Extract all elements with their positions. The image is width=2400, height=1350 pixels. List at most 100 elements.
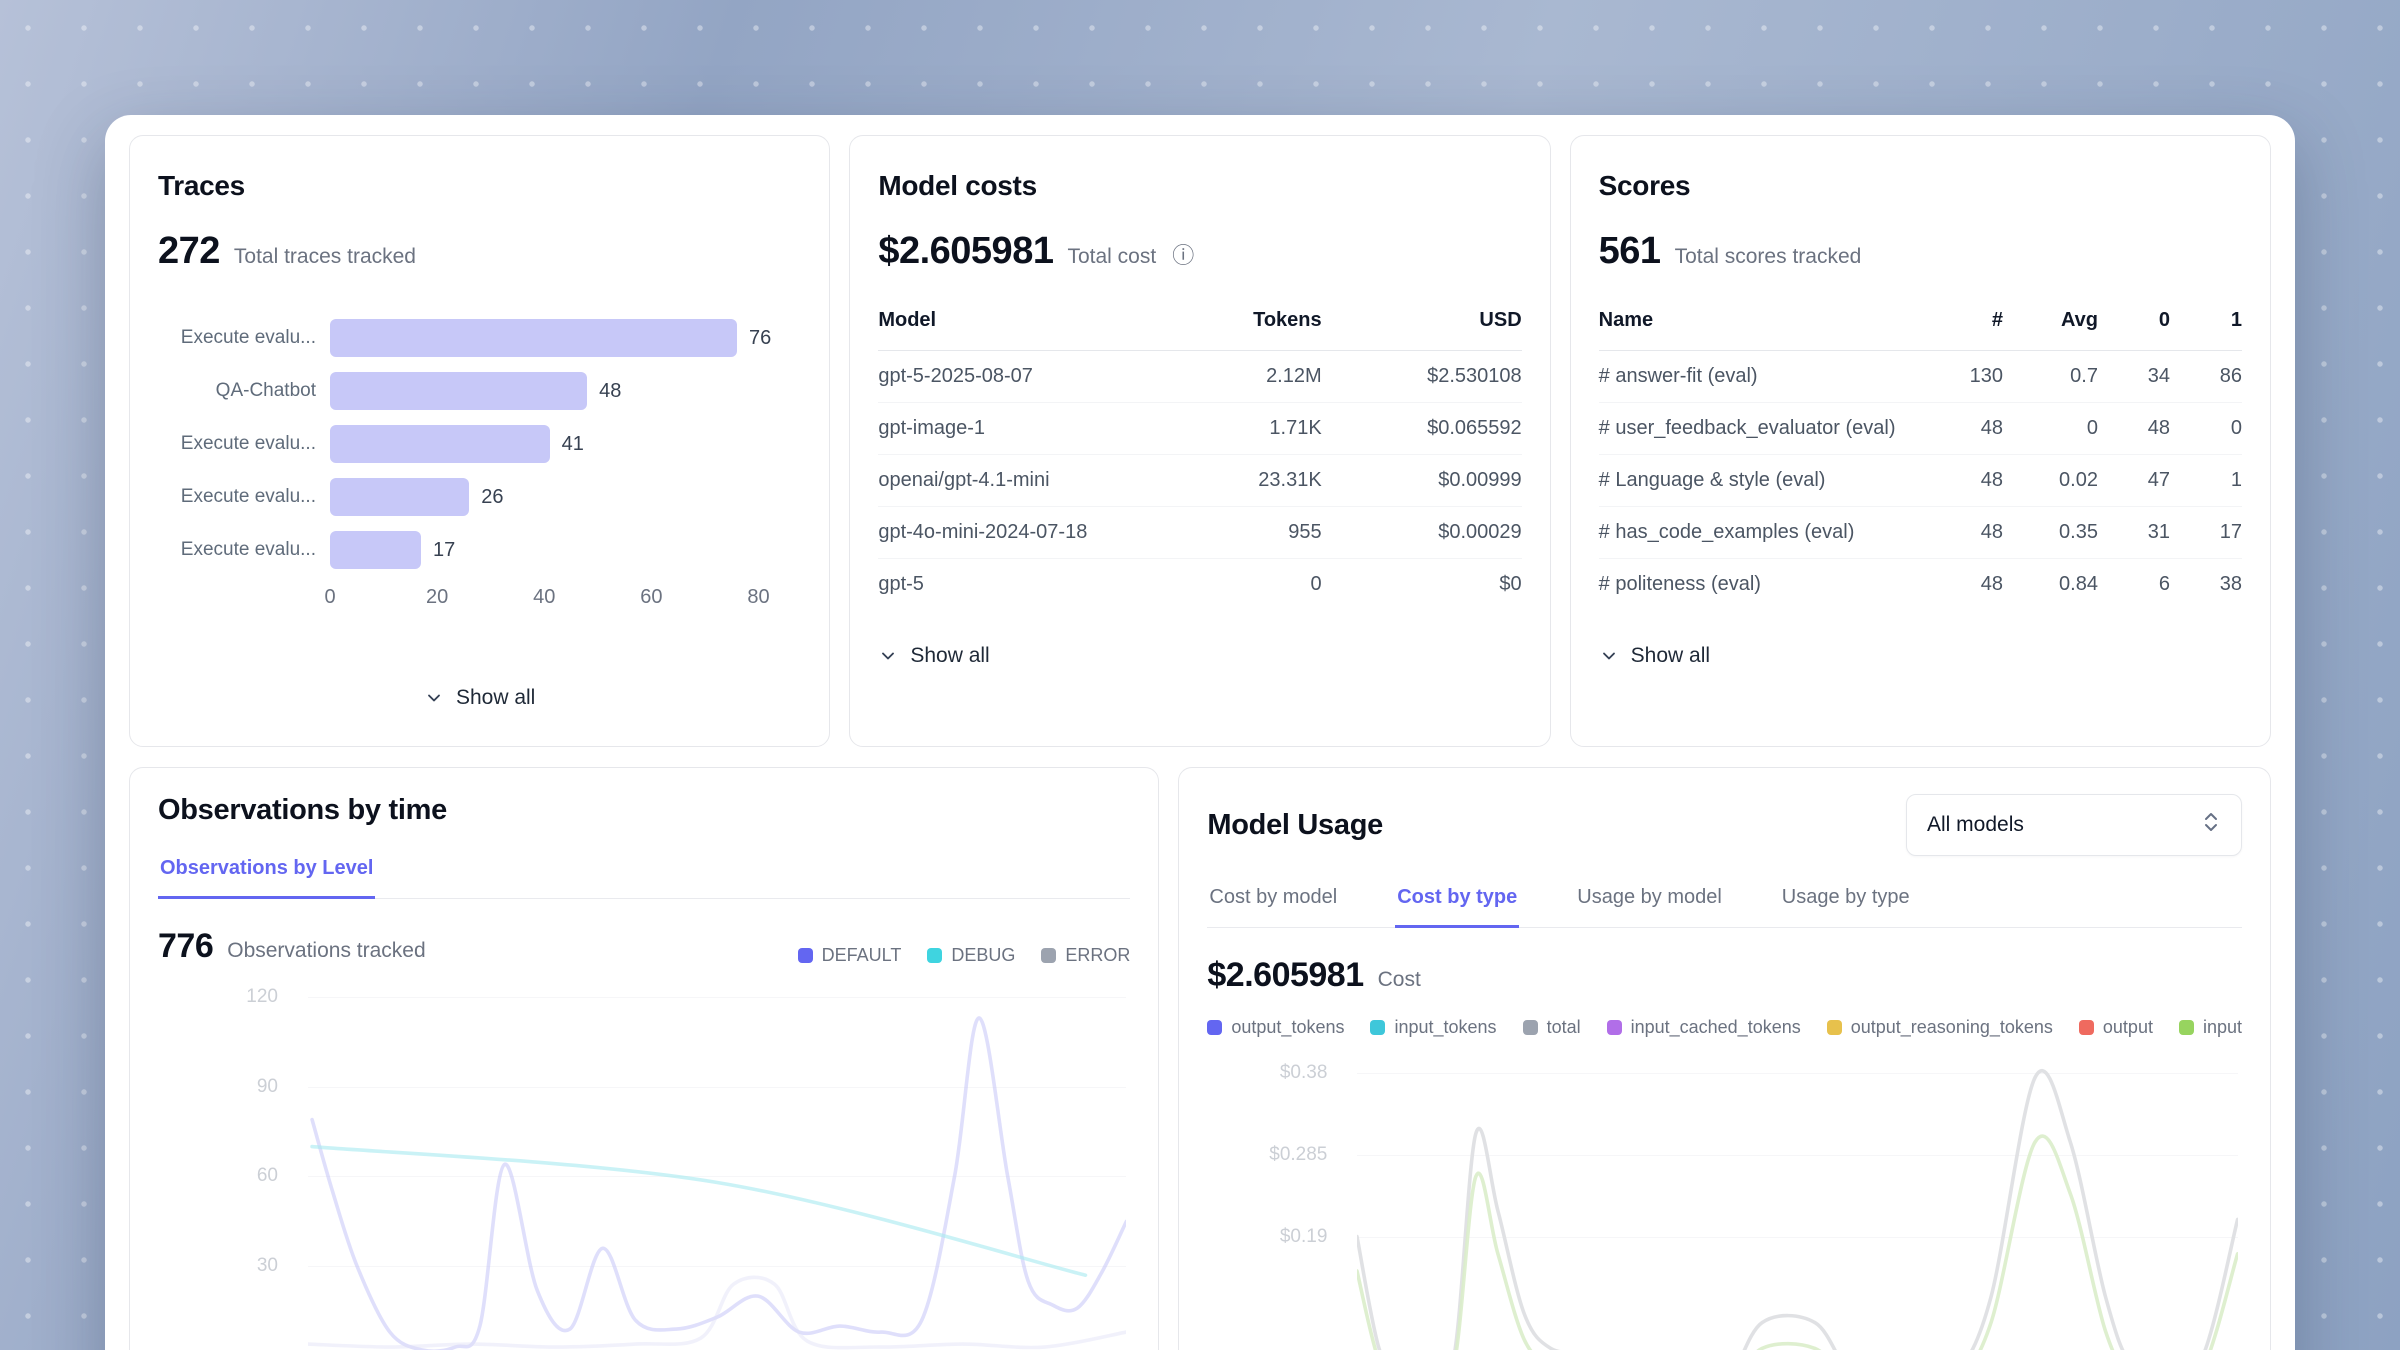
table-cell: $0 xyxy=(1499,573,1522,595)
bar-track: 26 xyxy=(330,477,801,516)
bar-fill[interactable] xyxy=(330,530,422,569)
table-header-cell: 1 xyxy=(2230,309,2242,331)
y-axis-tick-label: 60 xyxy=(256,1165,278,1187)
bar-track: 17 xyxy=(330,530,801,569)
table-cell: 0.7 xyxy=(2070,365,2098,387)
table-header-cell: Tokens xyxy=(1253,309,1322,331)
chevron-down-icon xyxy=(878,646,898,666)
y-axis-tick-label: 30 xyxy=(256,1255,278,1277)
traces-title: Traces xyxy=(158,170,245,201)
observations-panel: Observations by time Observations by Lev… xyxy=(129,767,1160,1350)
legend-swatch xyxy=(1826,1020,1842,1035)
y-axis-tick-label: $0.285 xyxy=(1269,1143,1328,1165)
bar-value-label: 26 xyxy=(481,485,504,508)
bar-category-label: Execute evalu... xyxy=(180,538,316,560)
observations-tabs: Observations by Level xyxy=(158,853,1131,899)
info-icon[interactable]: ⓘ xyxy=(1172,243,1195,268)
chevron-up-down-icon xyxy=(2201,809,2221,841)
table-cell: 47 xyxy=(2147,469,2170,491)
observations-line-chart: 30 60 90 120 xyxy=(158,986,1130,1350)
model-costs-show-all-button[interactable]: Show all xyxy=(878,638,990,674)
bar-fill[interactable] xyxy=(330,477,470,516)
model-usage-header: Model Usage All models xyxy=(1207,794,2242,856)
line-series-plot xyxy=(1357,1056,2238,1350)
model-costs-table: Model Tokens USD gpt-5-2025-08-07 2.12M $2.53… xyxy=(878,303,1522,610)
bar-value-label: 48 xyxy=(599,379,622,402)
bar-x-tick: 0 xyxy=(324,586,336,608)
bar-fill[interactable] xyxy=(330,424,550,463)
table-row: # has_code_examples (eval) 48 0.35 31 17 xyxy=(1598,506,2242,558)
table-header-cell: Name xyxy=(1598,309,1654,331)
table-row: gpt-image-1 1.71K $0.065592 xyxy=(878,402,1522,454)
tab-usage-by-type[interactable]: Usage by type xyxy=(1781,886,1910,908)
legend-label: input_tokens xyxy=(1394,1017,1497,1037)
series-error xyxy=(308,1277,1126,1348)
series-default xyxy=(312,1018,1126,1350)
table-cell: 955 xyxy=(1288,521,1322,543)
model-filter-select[interactable]: All models xyxy=(1906,794,2242,856)
table-cell: # answer-fit (eval) xyxy=(1598,365,1758,387)
table-cell: 17 xyxy=(2219,521,2242,543)
bar-value-label: 41 xyxy=(561,432,584,455)
table-cell: # Language & style (eval) xyxy=(1598,469,1826,491)
bar-row: QA-Chatbot 48 xyxy=(158,364,801,417)
model-usage-panel: Model Usage All models Cost by model Cost… xyxy=(1178,767,2271,1350)
legend-label: output_tokens xyxy=(1231,1017,1345,1037)
bar-track: 48 xyxy=(330,371,801,410)
table-cell: 2.12M xyxy=(1266,365,1322,387)
legend-label: ERROR xyxy=(1065,945,1131,965)
y-axis-tick-label: $0.19 xyxy=(1279,1225,1328,1247)
model-costs-show-all-label: Show all xyxy=(910,644,990,667)
table-cell: 48 xyxy=(1980,573,2003,595)
legend-item: total xyxy=(1522,1017,1581,1038)
table-row: # answer-fit (eval) 130 0.7 34 86 xyxy=(1599,351,2242,402)
legend-label: DEFAULT xyxy=(821,945,902,965)
bar-x-tick: 60 xyxy=(640,586,663,608)
gridline xyxy=(308,1086,1127,1088)
usage-cost-value: $2.605981 xyxy=(1207,956,1364,994)
observations-stat-row: 776 Observations tracked DEFAULT DEBUG ERR… xyxy=(158,899,1130,966)
bar-x-tick: 80 xyxy=(747,586,770,608)
table-cell: openai/gpt-4.1-mini xyxy=(878,469,1050,491)
chevron-down-icon xyxy=(1599,646,1619,666)
chevron-down-icon xyxy=(424,688,444,708)
table-cell: # user_feedback_evaluator (eval) xyxy=(1598,417,1896,439)
dashboard-container: Traces 272 Total traces tracked Execute … xyxy=(105,115,2295,1350)
table-cell: 48 xyxy=(1980,469,2003,491)
table-cell: 0.02 xyxy=(2059,469,2098,491)
traces-stat: 272 Total traces tracked xyxy=(158,230,801,273)
scores-show-all-button[interactable]: Show all xyxy=(1599,638,1710,674)
tab-usage-by-model[interactable]: Usage by model xyxy=(1577,886,1722,908)
observations-title: Observations by time xyxy=(158,794,447,826)
table-header-cell: Avg xyxy=(2060,309,2098,331)
table-cell: $2.530108 xyxy=(1427,365,1522,387)
table-cell: # has_code_examples (eval) xyxy=(1598,521,1855,543)
table-row: # Language & style (eval) 48 0.02 47 1 xyxy=(1598,454,2242,506)
bar-fill[interactable] xyxy=(330,371,588,410)
table-cell: 34 xyxy=(2147,365,2170,387)
model-usage-legend: output_tokens input_tokens total input_cach… xyxy=(1207,1017,2242,1038)
legend-swatch xyxy=(1606,1020,1622,1035)
bar-x-tick: 20 xyxy=(425,586,449,608)
bar-value-label: 17 xyxy=(433,538,456,561)
table-header-cell: 0 xyxy=(2158,309,2170,331)
bar-row: Execute evalu... 76 xyxy=(158,311,801,364)
tab-observations-by-level[interactable]: Observations by Level xyxy=(158,853,376,899)
total-cost-label: Total cost xyxy=(1067,245,1157,268)
legend-swatch xyxy=(927,948,943,963)
table-cell: 48 xyxy=(1980,521,2003,543)
table-cell: 23.31K xyxy=(1258,469,1322,491)
tab-cost-by-model[interactable]: Cost by model xyxy=(1209,886,1338,908)
legend-item: input xyxy=(2178,1017,2242,1038)
table-cell: gpt-5-2025-08-07 xyxy=(878,365,1033,387)
observations-count-label: Observations tracked xyxy=(227,939,426,962)
legend-swatch xyxy=(1522,1020,1538,1035)
model-costs-title: Model costs xyxy=(878,170,1037,201)
model-usage-title: Model Usage xyxy=(1207,808,1383,841)
tab-cost-by-type[interactable]: Cost by type xyxy=(1395,882,1520,928)
bar-fill[interactable] xyxy=(330,318,738,357)
table-header-row: Model Tokens USD xyxy=(878,303,1522,351)
traces-show-all-button[interactable]: Show all xyxy=(424,680,535,716)
bar-category-label: Execute evalu... xyxy=(180,432,316,454)
